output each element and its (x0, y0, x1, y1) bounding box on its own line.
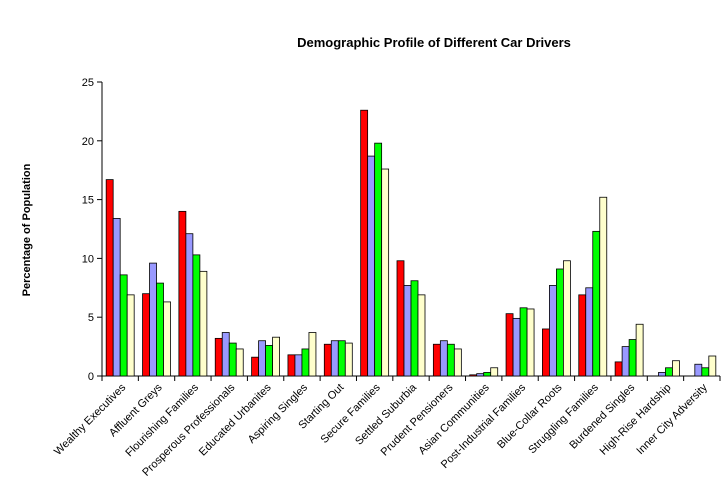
bar (330, 340, 339, 377)
bar (614, 361, 623, 377)
y-tick-label: 10 (82, 253, 94, 265)
bar (105, 179, 114, 377)
bar (701, 367, 710, 377)
bar (199, 270, 208, 377)
bar (578, 294, 587, 377)
bar (301, 348, 310, 377)
bar (621, 346, 630, 377)
bar (708, 355, 717, 377)
bar (476, 373, 485, 377)
bar (119, 274, 128, 377)
bar (592, 230, 601, 377)
bar (439, 340, 448, 377)
chart-title: Demographic Profile of Different Car Dri… (297, 35, 571, 50)
bar (192, 254, 201, 377)
bar (308, 332, 317, 377)
bar (156, 282, 164, 377)
bar (432, 343, 441, 377)
bar (258, 340, 266, 377)
bar (228, 342, 237, 377)
bar (396, 260, 405, 377)
bar (235, 348, 244, 377)
x-tick-label: Struggling Families (526, 381, 601, 456)
bar (294, 354, 303, 377)
bar (446, 343, 455, 377)
bar (599, 196, 608, 377)
bar (519, 307, 528, 377)
bar (549, 285, 557, 377)
bar (483, 372, 492, 377)
bar (585, 287, 594, 377)
x-tick-label: Settled Suburbia (353, 381, 420, 448)
bar (149, 262, 157, 377)
bar (163, 301, 171, 377)
bar (672, 360, 680, 377)
x-tick-label: Burdened Singles (567, 381, 637, 451)
bar (563, 260, 571, 377)
y-tick-label: 0 (88, 371, 94, 383)
y-tick-label: 25 (82, 77, 94, 89)
bar (265, 345, 273, 377)
y-tick-label: 20 (82, 136, 94, 148)
bar (344, 342, 353, 377)
bar (381, 168, 390, 377)
bar (453, 348, 462, 377)
bar (337, 340, 346, 377)
bar (542, 328, 550, 377)
bar (635, 323, 644, 377)
bar (287, 354, 296, 377)
bar (251, 356, 259, 377)
bar (126, 294, 135, 377)
bar (360, 109, 369, 377)
bar (628, 339, 637, 377)
bar (658, 372, 666, 377)
bar (490, 367, 499, 377)
bar (556, 268, 564, 377)
bar (512, 317, 521, 377)
bar (185, 233, 194, 377)
y-tick-label: 15 (82, 195, 94, 207)
bar (112, 218, 121, 377)
y-axis-label: Percentage of Population (21, 163, 33, 296)
bar (417, 294, 426, 377)
bar (410, 280, 419, 377)
x-tick-label: Blue-Collar Roots (495, 381, 565, 451)
bar (403, 285, 412, 377)
bar (469, 374, 478, 377)
bar (272, 336, 280, 377)
x-tick-label: Inner City Adversity (634, 381, 710, 457)
y-tick-label: 5 (88, 312, 94, 324)
bar (374, 142, 383, 377)
bar (665, 367, 673, 377)
bar (221, 332, 230, 377)
bar (142, 293, 150, 377)
bar (367, 155, 376, 377)
bar (323, 343, 332, 377)
bar (505, 313, 514, 377)
bar (694, 363, 703, 377)
bar (526, 308, 535, 377)
bar (214, 337, 223, 377)
bar (178, 210, 187, 377)
